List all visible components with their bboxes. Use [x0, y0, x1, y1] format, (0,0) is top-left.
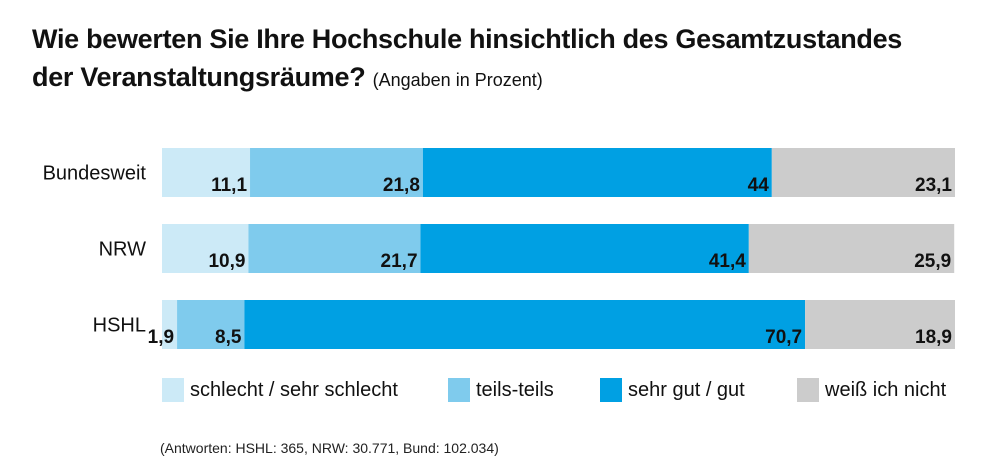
bar-value-label: 21,8 [383, 175, 420, 196]
legend-label: teils-teils [476, 378, 554, 401]
bar-value-label: 44 [748, 175, 770, 196]
bar-value-label: 10,9 [208, 251, 245, 272]
category-label: NRW [99, 239, 147, 261]
legend-item: teils-teils [448, 378, 554, 402]
chart-title-line1: Wie bewerten Sie Ihre Hochschule hinsich… [32, 24, 903, 54]
chart-title-line2-text: der Veranstaltungsräume? [32, 62, 366, 92]
bar-value-label: 21,7 [381, 251, 418, 272]
legend-label: sehr gut / gut [628, 378, 745, 401]
bar-segment [248, 224, 421, 273]
legend-swatch [162, 378, 184, 402]
category-label: Bundesweit [43, 163, 147, 185]
legend-item: schlecht / sehr schlecht [162, 378, 398, 402]
bar-segment [244, 300, 806, 349]
legend-swatch [448, 378, 470, 402]
chart-legend: schlecht / sehr schlecht teils-teils sehr … [0, 378, 1000, 408]
bar-segment [805, 300, 955, 349]
chart-footnote: (Antworten: HSHL: 365, NRW: 30.771, Bund… [160, 440, 499, 456]
legend-item: weiß ich nicht [797, 378, 946, 402]
legend-item: sehr gut / gut [600, 378, 745, 402]
bar-segment [162, 300, 178, 349]
legend-label: schlecht / sehr schlecht [190, 378, 398, 401]
bar-segment [771, 148, 955, 197]
bar-value-label: 1,9 [148, 327, 174, 348]
bar-segment [420, 224, 749, 273]
legend-swatch [797, 378, 819, 402]
bar-segment [422, 148, 772, 197]
chart-title: Wie bewerten Sie Ihre Hochschule hinsich… [32, 20, 982, 99]
bar-segment [250, 148, 423, 197]
bar-value-label: 8,5 [215, 327, 242, 348]
chart-subtitle-note: (Angaben in Prozent) [372, 70, 543, 90]
legend-label: weiß ich nicht [825, 378, 947, 401]
bar-value-label: 11,1 [211, 175, 247, 196]
bar-segment [162, 148, 251, 197]
bar-value-label: 25,9 [914, 251, 951, 272]
bar-value-label: 18,9 [915, 327, 952, 348]
bar-segment [177, 300, 245, 349]
legend-swatch [600, 378, 622, 402]
bar-value-label: 70,7 [765, 327, 802, 348]
bar-value-label: 23,1 [915, 175, 952, 196]
chart-title-line2: der Veranstaltungsräume? (Angaben in Pro… [32, 58, 982, 99]
bar-segment [748, 224, 955, 273]
bar-segment [162, 224, 249, 273]
bar-value-label: 41,4 [709, 251, 746, 272]
category-label: HSHL [93, 315, 146, 337]
